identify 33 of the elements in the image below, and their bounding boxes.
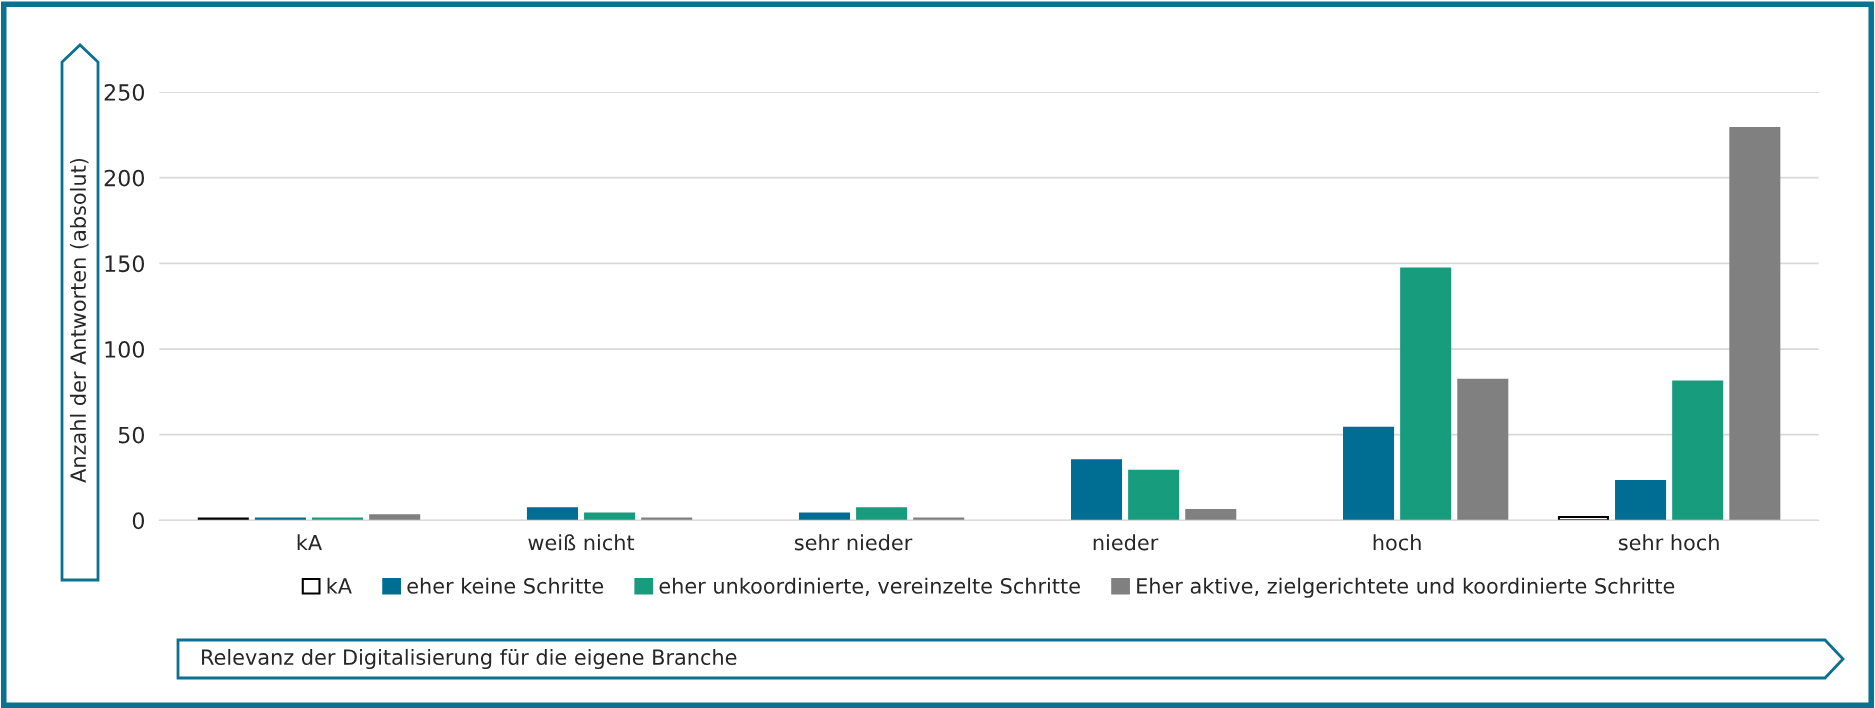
x-tick-label: sehr nieder bbox=[794, 534, 913, 551]
legend-label: eher unkoordinierte, vereinzelte Schritte bbox=[659, 577, 1080, 596]
bar bbox=[1557, 515, 1609, 521]
bar bbox=[1128, 469, 1180, 521]
y-tick-label: 50 bbox=[118, 426, 145, 444]
bar bbox=[1457, 378, 1509, 521]
legend-label: Eher aktive, zielgerichtete und koordinierte Schritte bbox=[1137, 577, 1675, 598]
bar bbox=[1729, 126, 1781, 521]
x-tick-label: weiß nicht bbox=[528, 534, 635, 551]
y-tick-label: 250 bbox=[104, 83, 145, 101]
bar bbox=[856, 507, 908, 521]
bar bbox=[1615, 479, 1667, 521]
x-tick-label: sehr hoch bbox=[1618, 534, 1719, 551]
x-tick-label: nieder bbox=[1093, 534, 1159, 551]
bar bbox=[1343, 426, 1395, 521]
bar bbox=[526, 507, 578, 521]
x-tick-label: hoch bbox=[1373, 534, 1421, 551]
legend-label: eher keine Schritte bbox=[407, 577, 604, 594]
legend-label: kA bbox=[327, 577, 352, 594]
bar bbox=[584, 512, 636, 521]
x-axis-title: Relevanz der Digitalisierung für die eigene Branche bbox=[202, 648, 737, 670]
y-tick-label: 0 bbox=[132, 512, 145, 530]
bar bbox=[1672, 380, 1724, 521]
bar bbox=[1400, 267, 1452, 521]
y-tick-label: 100 bbox=[105, 340, 145, 358]
bar bbox=[1070, 459, 1123, 521]
bar bbox=[369, 514, 421, 521]
x-tick-label: kA bbox=[297, 534, 322, 551]
y-axis-title: Anzahl der Antworten (absolut) bbox=[69, 158, 89, 483]
bar bbox=[798, 512, 851, 521]
y-tick-label: 150 bbox=[105, 255, 145, 273]
y-tick-label: 200 bbox=[104, 169, 145, 187]
bar bbox=[1185, 509, 1237, 521]
